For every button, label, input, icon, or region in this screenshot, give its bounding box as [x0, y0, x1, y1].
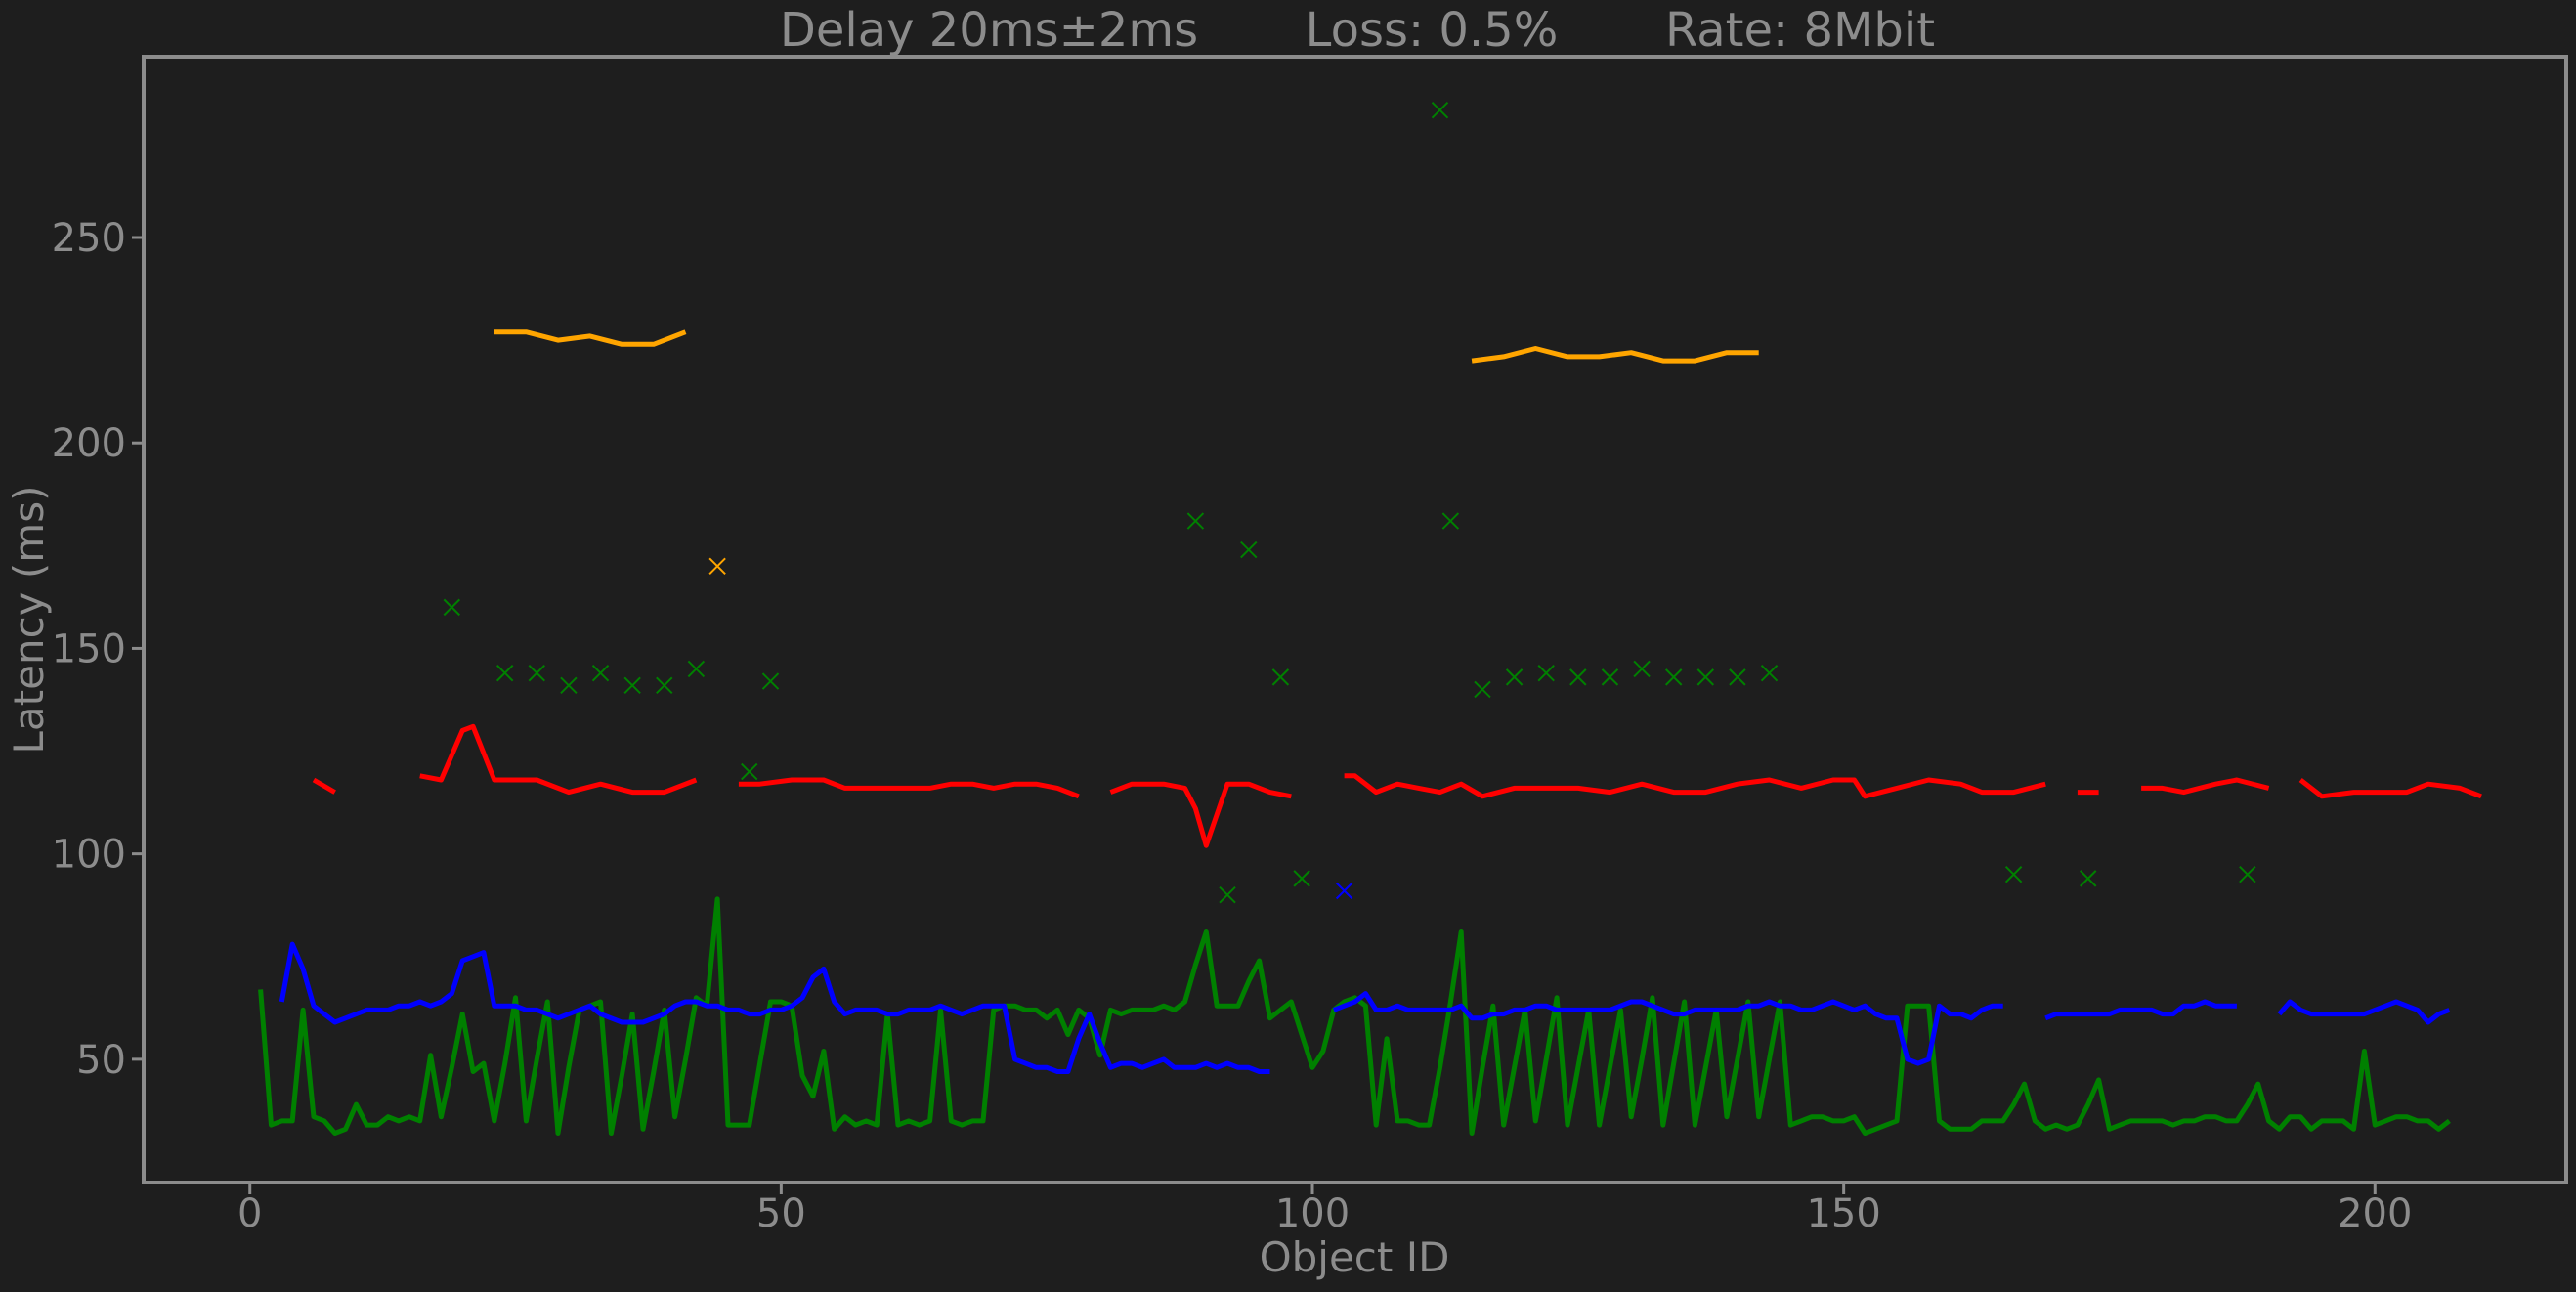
series-4-marker-19	[1537, 664, 1555, 682]
chart-title-rate: Rate: 8Mbit	[1665, 3, 1935, 58]
series-4-marker-22	[1633, 660, 1651, 678]
x-tick-label-100: 100	[1275, 1191, 1350, 1236]
series-4-marker-18	[1505, 668, 1524, 686]
series-4-marker-25	[1729, 668, 1746, 686]
series-4-marker-27	[2004, 865, 2023, 883]
x-tick-label-150: 150	[1806, 1191, 1880, 1236]
series-1-line-2	[2044, 999, 2237, 1021]
series-4-marker-11	[1219, 885, 1236, 904]
series-4-marker-9	[761, 672, 780, 690]
series-4-marker-1	[495, 664, 514, 682]
series-2-line-4	[1344, 773, 2046, 799]
series-2-line-7	[2298, 778, 2482, 799]
x-tick-label-50: 50	[756, 1191, 806, 1236]
series-4-marker-3	[560, 676, 578, 694]
series-3-line-0	[494, 329, 687, 347]
series-1-line-1	[1332, 991, 2003, 1066]
chart-title-loss: Loss: 0.5%	[1306, 3, 1559, 58]
y-tick-label-100: 100	[52, 833, 126, 878]
x-tick-label-0: 0	[237, 1191, 262, 1236]
series-1-line-3	[2277, 999, 2451, 1025]
series-4-marker-26	[1760, 664, 1779, 682]
chart-title-delay: Delay 20ms±2ms	[780, 3, 1198, 58]
series-1-line-0	[279, 941, 1270, 1074]
series-4-marker-23	[1664, 668, 1683, 686]
series-4-marker-5	[623, 676, 641, 694]
series-6-marker-0	[708, 557, 726, 576]
series-4-marker-4	[591, 664, 610, 682]
series-4-marker-13	[1271, 668, 1290, 686]
y-tick-label-50: 50	[76, 1038, 126, 1083]
x-tick-label-200: 200	[2338, 1191, 2412, 1236]
series-4-marker-6	[656, 676, 673, 694]
series-4-marker-15	[1431, 101, 1449, 119]
y-axis: 50 100 150 200 250	[52, 216, 144, 1083]
series-4-marker-17	[1474, 680, 1491, 699]
series-4-marker-14	[1293, 870, 1310, 887]
series-4-marker-21	[1601, 668, 1619, 686]
series-2-line-3	[1109, 781, 1292, 848]
series-2-line-0	[312, 777, 336, 795]
series-5-marker-0	[1335, 882, 1353, 900]
series-4-marker-0	[443, 598, 461, 617]
x-axis-label: Object ID	[1260, 1233, 1450, 1281]
series-4-marker-28	[2080, 870, 2097, 887]
series-2-line-6	[2141, 777, 2270, 796]
series-4-marker-29	[2239, 865, 2256, 883]
series-4-marker-12	[1240, 540, 1258, 559]
y-axis-label: Latency (ms)	[5, 486, 53, 754]
series-4-marker-20	[1569, 668, 1587, 686]
y-tick-label-200: 200	[52, 421, 126, 466]
series-2-line-2	[738, 777, 1080, 799]
series-2-line-1	[419, 723, 698, 796]
series-4-marker-8	[741, 762, 758, 781]
y-tick-label-150: 150	[52, 626, 126, 671]
plot-area	[258, 101, 2482, 1136]
x-axis: 0 50 100 150 200	[237, 1183, 2412, 1236]
series-4-marker-16	[1441, 512, 1460, 530]
plot-frame	[142, 55, 2568, 1184]
series-4-marker-2	[528, 664, 546, 682]
series-4-marker-24	[1696, 668, 1715, 686]
series-0-line-0	[258, 896, 2451, 1136]
series-3-line-1	[1471, 346, 1759, 364]
series-4-marker-10	[1186, 512, 1205, 530]
y-tick-label-250: 250	[52, 216, 126, 261]
series-4-marker-7	[687, 660, 706, 678]
